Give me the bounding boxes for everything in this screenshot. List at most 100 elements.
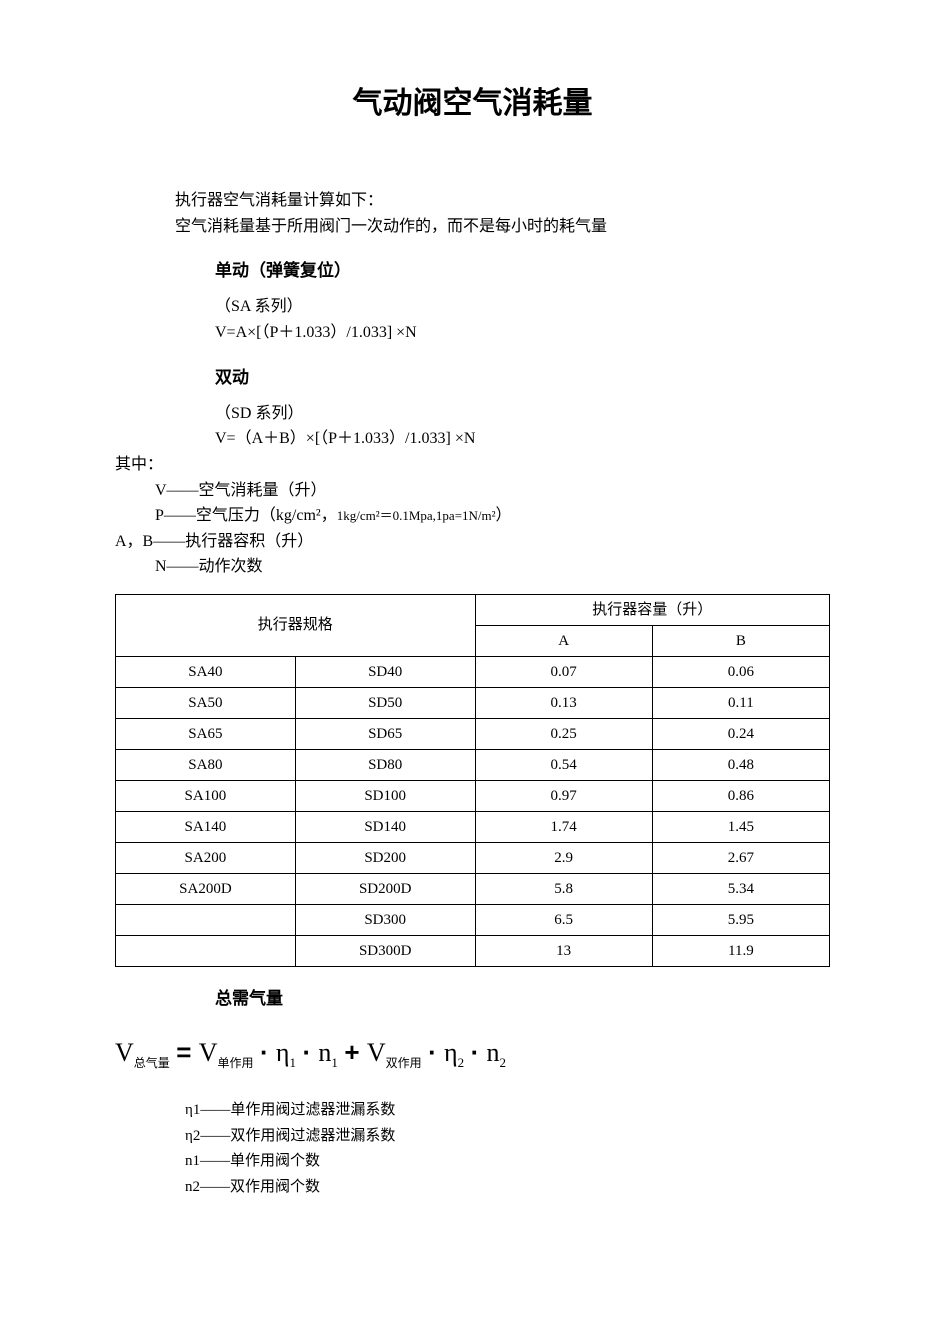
table-cell: 0.06	[652, 656, 829, 687]
table-cell: SD200D	[295, 873, 475, 904]
intro-block: 执行器空气消耗量计算如下： 空气消耗量基于所用阀门一次动作的，而不是每小时的耗气…	[175, 188, 830, 239]
fn2: n	[487, 1038, 500, 1067]
fv3: V	[367, 1038, 386, 1067]
fdot4: ·	[471, 1037, 487, 1067]
heading-total: 总需气量	[215, 985, 830, 1012]
th-a: A	[475, 625, 652, 656]
fv1: V	[115, 1038, 134, 1067]
fsub-single: 单作用	[218, 1056, 254, 1070]
table-cell: SD200	[295, 842, 475, 873]
fdot2: ·	[303, 1037, 319, 1067]
fplus: +	[344, 1037, 366, 1067]
single-block: （SA 系列） V=A×[（P＋1.033）/1.033] ×N	[175, 294, 830, 345]
single-series: （SA 系列）	[215, 294, 830, 320]
table-row: SA100SD1000.970.86	[116, 780, 830, 811]
table-cell: SA100	[116, 780, 296, 811]
table-cell: 1.45	[652, 811, 829, 842]
table-cell: SD300D	[295, 935, 475, 966]
total-formula: V总气量 = V单作用 · η1 · n1 + V双作用 · η2 · n2	[115, 1032, 830, 1074]
legend-3: n1——单作用阀个数	[185, 1149, 830, 1175]
where-p-suffix: ）	[496, 507, 512, 524]
fn2s: 2	[500, 1055, 507, 1070]
table-body: SA40SD400.070.06SA50SD500.130.11SA65SD65…	[116, 656, 830, 966]
th-cap: 执行器容量（升）	[475, 594, 829, 625]
fn1: n	[318, 1038, 331, 1067]
table-cell: 0.24	[652, 718, 829, 749]
table-cell: SD65	[295, 718, 475, 749]
intro-line-1: 执行器空气消耗量计算如下：	[175, 188, 830, 214]
capacity-table: 执行器规格 执行器容量（升） A B SA40SD400.070.06SA50S…	[115, 594, 830, 967]
double-block: （SD 系列） V=（A＋B）×[（P＋1.033）/1.033] ×N	[175, 401, 830, 452]
table-cell: 5.8	[475, 873, 652, 904]
table-cell: SA65	[116, 718, 296, 749]
table-cell: 0.97	[475, 780, 652, 811]
table-row: SD300D1311.9	[116, 935, 830, 966]
where-ab: A，B——执行器容积（升）	[115, 529, 830, 555]
fdot3: ·	[428, 1037, 444, 1067]
table-cell: 0.07	[475, 656, 652, 687]
table-row: SA200DSD200D5.85.34	[116, 873, 830, 904]
fn1s: 1	[331, 1055, 338, 1070]
single-formula: V=A×[（P＋1.033）/1.033] ×N	[215, 320, 830, 346]
feta1s: 1	[290, 1055, 297, 1070]
page-title: 气动阀空气消耗量	[115, 80, 830, 128]
table-cell: SD300	[295, 904, 475, 935]
table-cell: SD40	[295, 656, 475, 687]
table-cell: SA50	[116, 687, 296, 718]
intro-line-2: 空气消耗量基于所用阀门一次动作的，而不是每小时的耗气量	[175, 214, 830, 240]
table-cell: 13	[475, 935, 652, 966]
table-cell: SD50	[295, 687, 475, 718]
table-row: SA40SD400.070.06	[116, 656, 830, 687]
legend-4: n2——双作用阀个数	[185, 1175, 830, 1201]
fsub-double: 双作用	[386, 1056, 422, 1070]
table-cell	[116, 935, 296, 966]
table-row: SD3006.55.95	[116, 904, 830, 935]
legend-1: η1——单作用阀过滤器泄漏系数	[185, 1098, 830, 1124]
fsub-total: 总气量	[134, 1056, 170, 1070]
table-row: SA65SD650.250.24	[116, 718, 830, 749]
fdot1: ·	[260, 1037, 276, 1067]
where-lead: 其中：	[115, 452, 830, 478]
table-cell: 2.9	[475, 842, 652, 873]
table-cell: 0.11	[652, 687, 829, 718]
double-series: （SD 系列）	[215, 401, 830, 427]
legend-block: η1——单作用阀过滤器泄漏系数 η2——双作用阀过滤器泄漏系数 n1——单作用阀…	[185, 1098, 830, 1200]
where-p-small: 1kg/cm²＝0.1Mpa,1pa=1N/m²	[337, 508, 496, 523]
table-cell: 6.5	[475, 904, 652, 935]
table-cell: 0.54	[475, 749, 652, 780]
table-cell: 0.86	[652, 780, 829, 811]
table-row: SA50SD500.130.11	[116, 687, 830, 718]
where-v: V——空气消耗量（升）	[155, 478, 830, 504]
where-block: 其中： V——空气消耗量（升） P——空气压力（kg/cm²，1kg/cm²＝0…	[115, 452, 830, 580]
table-cell: SD100	[295, 780, 475, 811]
table-cell: SD80	[295, 749, 475, 780]
feta2: η	[444, 1038, 458, 1067]
heading-single: 单动（弹簧复位）	[215, 257, 830, 284]
table-cell: 5.95	[652, 904, 829, 935]
th-spec: 执行器规格	[116, 594, 476, 656]
table-cell: SA200	[116, 842, 296, 873]
table-cell: SA80	[116, 749, 296, 780]
feq: =	[176, 1037, 198, 1067]
heading-double: 双动	[215, 364, 830, 391]
fv2: V	[199, 1038, 218, 1067]
table-cell: SD140	[295, 811, 475, 842]
table-row: SA140SD1401.741.45	[116, 811, 830, 842]
table-cell: 0.25	[475, 718, 652, 749]
legend-2: η2——双作用阀过滤器泄漏系数	[185, 1124, 830, 1150]
where-n: N——动作次数	[155, 554, 830, 580]
table-cell: 1.74	[475, 811, 652, 842]
th-b: B	[652, 625, 829, 656]
feta1: η	[276, 1038, 290, 1067]
table-row: SA200SD2002.92.67	[116, 842, 830, 873]
table-row: SA80SD800.540.48	[116, 749, 830, 780]
feta2s: 2	[458, 1055, 465, 1070]
double-formula: V=（A＋B）×[（P＋1.033）/1.033] ×N	[215, 426, 830, 452]
table-cell	[116, 904, 296, 935]
table-cell: 0.48	[652, 749, 829, 780]
table-cell: SA200D	[116, 873, 296, 904]
table-cell: 0.13	[475, 687, 652, 718]
table-cell: SA140	[116, 811, 296, 842]
table-cell: 5.34	[652, 873, 829, 904]
where-p: P——空气压力（kg/cm²，1kg/cm²＝0.1Mpa,1pa=1N/m²）	[155, 503, 830, 529]
